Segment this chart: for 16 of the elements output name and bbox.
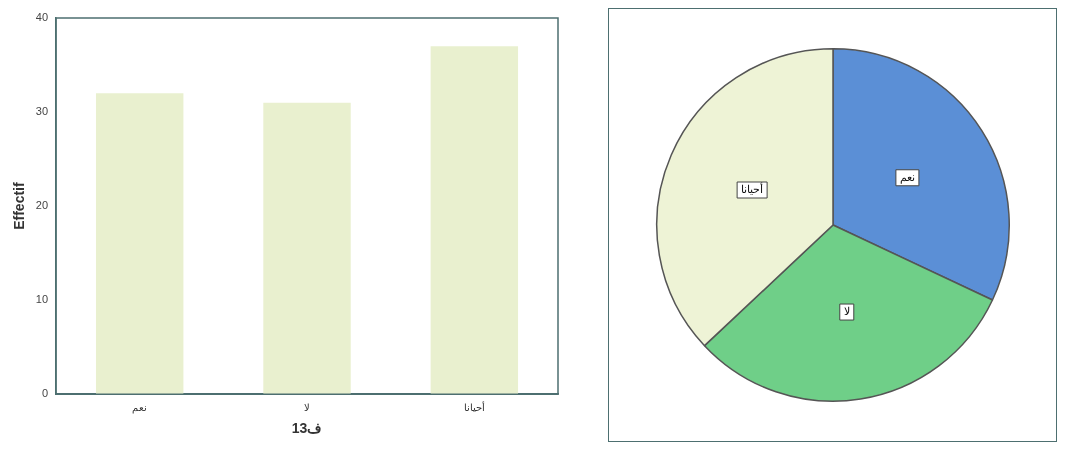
y-axis-title: Effectif [11, 182, 28, 230]
y-tick-label: 20 [35, 199, 49, 212]
slice-label: نعم [899, 170, 915, 184]
y-tick-label: 10 [35, 293, 49, 306]
bar [430, 46, 519, 395]
bar [95, 93, 184, 395]
y-tick-label: 30 [35, 105, 49, 118]
x-axis-title: ف13 [291, 420, 323, 437]
slice-label: أحيانا [740, 182, 763, 196]
y-tick-label: 0 [41, 387, 49, 400]
bar [263, 102, 351, 395]
x-tick-label: نعم [132, 401, 148, 414]
y-tick-label: 40 [35, 11, 49, 24]
x-tick-label: أحيانا [463, 400, 485, 413]
slice-label: لا [843, 305, 850, 318]
x-tick-label: لا [304, 401, 311, 413]
